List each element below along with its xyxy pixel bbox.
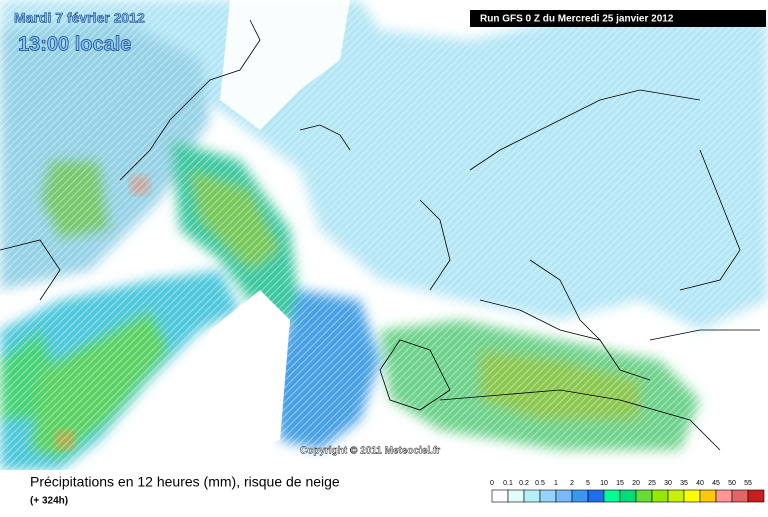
legend-label: 20 (632, 480, 640, 487)
legend-swatch (651, 489, 669, 503)
legend-swatch (555, 489, 573, 503)
legend-label: 0.5 (535, 480, 545, 487)
legend-label: 35 (680, 480, 688, 487)
forecast-time: 13:00 locale (18, 33, 131, 55)
legend-label: 40 (696, 480, 704, 487)
run-info: Run GFS 0 Z du Mercredi 25 janvier 2012 (480, 14, 674, 25)
legend-label: 45 (712, 480, 720, 487)
legend-label: 50 (728, 480, 736, 487)
footer-lead: (+ 324h) (30, 496, 68, 507)
legend-swatch (667, 489, 685, 503)
forecast-date: Mardi 7 février 2012 (14, 10, 145, 26)
legend-swatch (603, 489, 621, 503)
legend-swatch (491, 489, 509, 503)
legend-label: 0.1 (503, 480, 513, 487)
legend-swatch (587, 489, 605, 503)
color-legend: 0 0.1 0.2 0.5 1 2 5 10 15 20 25 30 35 40 45 50 55 (490, 480, 765, 503)
legend-label: 55 (744, 480, 752, 487)
legend-label: 30 (664, 480, 672, 487)
legend-label: 10 (600, 480, 608, 487)
legend-swatch (619, 489, 637, 503)
legend-swatch (683, 489, 701, 503)
legend-swatch (571, 489, 589, 503)
legend-swatch (715, 489, 733, 503)
legend-swatch (635, 489, 653, 503)
legend-label: 0 (490, 480, 494, 487)
legend-label: 25 (648, 480, 656, 487)
coastlines (0, 19, 760, 451)
footer-title: Précipitations en 12 heures (mm), risque… (30, 474, 340, 490)
legend-swatch (731, 489, 749, 503)
legend-swatch (523, 489, 541, 503)
legend-label: 15 (616, 480, 624, 487)
legend-swatch (699, 489, 717, 503)
precip-field (0, 0, 768, 470)
legend-swatch (747, 489, 765, 503)
legend-swatch (507, 489, 525, 503)
run-banner (470, 10, 766, 27)
legend-swatch (539, 489, 557, 503)
legend-label: 2 (570, 480, 574, 487)
legend-label: 5 (586, 480, 590, 487)
legend-label: 1 (554, 480, 558, 487)
legend-label: 0.2 (519, 480, 529, 487)
copyright: Copyright © 2011 Meteociel.fr (300, 446, 440, 457)
